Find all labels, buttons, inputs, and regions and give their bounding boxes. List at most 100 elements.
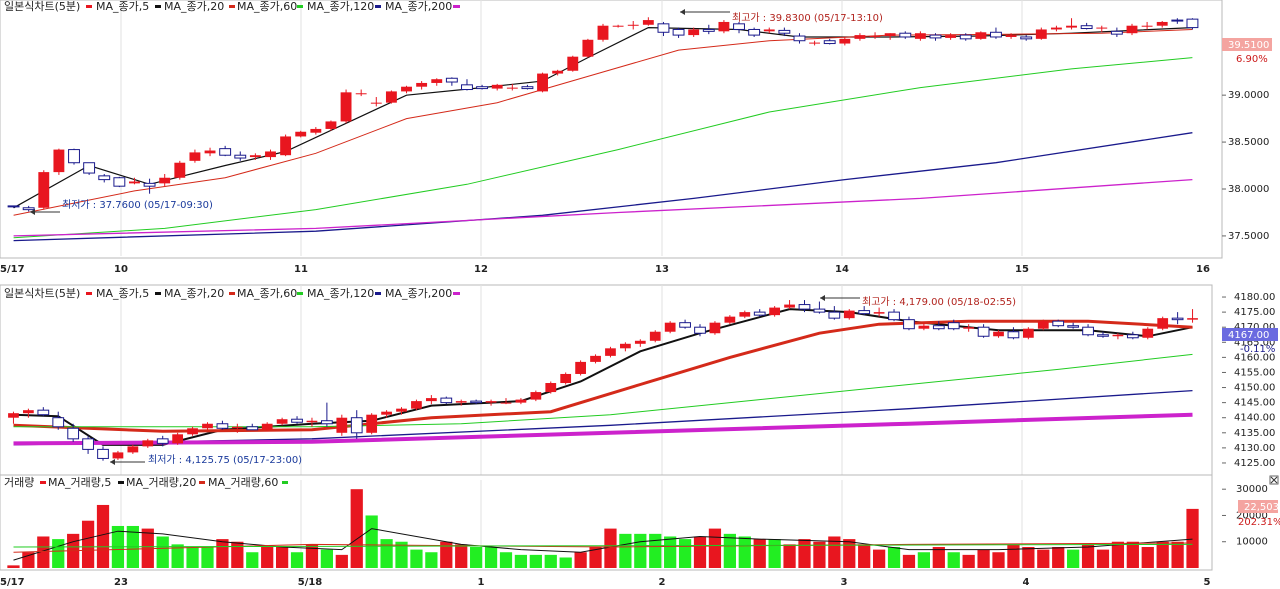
candle-body	[265, 151, 276, 158]
legend-item: MA_종가,200	[385, 287, 452, 300]
candle-body	[612, 25, 624, 27]
volume-bar	[887, 546, 901, 568]
candle-body	[416, 82, 428, 87]
legend-item: MA_종가,20	[164, 0, 224, 13]
legend-swatch	[86, 5, 92, 8]
candle-body	[914, 33, 926, 39]
volume-bar	[753, 539, 766, 568]
candle-body	[1141, 25, 1153, 27]
legend-item: MA_거래량,20	[126, 476, 196, 489]
candle-body	[37, 409, 50, 416]
candle-body	[1007, 331, 1020, 339]
candle-body	[567, 56, 579, 71]
candle-body	[234, 154, 247, 159]
candle-body	[321, 420, 333, 425]
candle-body	[1171, 19, 1184, 22]
volume-bar	[1171, 541, 1184, 568]
candle-body	[366, 414, 378, 433]
candle-body	[129, 181, 140, 184]
volume-bar	[619, 533, 632, 568]
volume-bar	[365, 515, 378, 568]
candle-body	[932, 325, 945, 330]
candle-body	[280, 136, 292, 156]
volume-bar	[723, 533, 736, 568]
candle-body	[350, 417, 363, 434]
candle-body	[854, 35, 866, 39]
candle-body	[7, 205, 20, 208]
candle-body	[476, 86, 489, 90]
x-tick-label: 23	[114, 577, 128, 588]
current-price-box	[1222, 38, 1272, 51]
legend-swatch	[453, 292, 460, 295]
candle-body	[291, 418, 303, 423]
candle-body	[884, 33, 896, 37]
volume-bar	[156, 536, 169, 568]
volume-bar	[798, 539, 811, 568]
x-tick-label: 14	[835, 264, 849, 275]
volume-bar	[514, 554, 528, 568]
volume-bar	[1067, 549, 1080, 568]
volume-bar	[947, 552, 960, 568]
candle-body	[784, 304, 795, 308]
y-tick-label: 37.5000	[1228, 231, 1269, 242]
volume-bar	[320, 549, 334, 568]
candle-body	[83, 162, 96, 174]
candle-body	[159, 177, 171, 184]
volume-bar	[708, 528, 722, 568]
ma-line	[13, 412, 1193, 446]
ma-line	[13, 178, 1193, 237]
candle-body	[370, 102, 382, 104]
candle-body	[325, 121, 337, 129]
candle-body	[903, 319, 915, 330]
legend-item: MA_거래량,60	[208, 476, 278, 489]
candle-body	[470, 400, 483, 404]
candle-body	[485, 401, 497, 403]
candle-body	[1080, 25, 1093, 30]
y-tick-label: 4125.00	[1234, 458, 1275, 469]
x-axis-3: 5/17 23 5/18 1 2 3 4 5	[0, 577, 1211, 588]
candle-body	[202, 423, 213, 429]
candle-body	[1020, 36, 1033, 40]
candle-body	[1187, 318, 1198, 320]
y-tick-label: 4145.00	[1234, 398, 1275, 409]
candle-body	[627, 24, 639, 26]
volume-bar	[499, 552, 513, 568]
close-icon[interactable]	[1269, 475, 1279, 485]
low-label: 최저가 : 4,125.75 (05/17-23:00)	[148, 454, 302, 466]
candle-body	[112, 452, 124, 459]
price-panel-1: 일본식차트(5분) MA_종가,5 MA_종가,20 MA_종가,60 MA_종…	[0, 0, 1272, 275]
candle-body	[769, 307, 781, 316]
low-annotation-1: 최저가 : 37.7600 (05/17-09:30)	[30, 199, 213, 215]
legend-2: 일본식차트(5분) MA_종가,5 MA_종가,20 MA_종가,60 MA_종…	[4, 286, 460, 300]
volume-bar	[962, 554, 975, 568]
ma-line	[13, 319, 1193, 433]
volume-bar	[246, 552, 259, 568]
current-price: 4167.00	[1228, 330, 1269, 341]
x-tick-label: 5	[1204, 577, 1211, 588]
candle-body	[843, 310, 855, 319]
candle-body	[38, 172, 50, 208]
candle-body	[1097, 334, 1109, 337]
volume-bar	[738, 536, 751, 568]
legend-swatch	[297, 5, 303, 8]
candle-body	[552, 70, 564, 74]
candle-body	[440, 397, 453, 404]
y-axis-2: 4125.00 4130.00 4135.00 4140.00 4145.00 4150.…	[1222, 292, 1275, 469]
candles-1	[7, 17, 1199, 212]
volume-bar	[1037, 549, 1050, 568]
candle-body	[657, 23, 670, 33]
candle-body	[246, 426, 259, 431]
x-axis-1: 5/17 10 11 12 13 14 15 16	[0, 264, 1210, 275]
y-tick-label: 30000	[1236, 484, 1268, 495]
candle-body	[694, 326, 706, 334]
candle-body	[823, 40, 836, 45]
legend-swatch	[155, 292, 161, 295]
volume-bar	[917, 552, 931, 568]
volume-bar	[529, 554, 542, 568]
low-label: 최저가 : 37.7600 (05/17-09:30)	[62, 199, 213, 211]
volume-bar	[37, 536, 50, 568]
candle-body	[1171, 317, 1184, 321]
legend-swatch	[40, 481, 46, 484]
candle-body	[1067, 325, 1080, 328]
